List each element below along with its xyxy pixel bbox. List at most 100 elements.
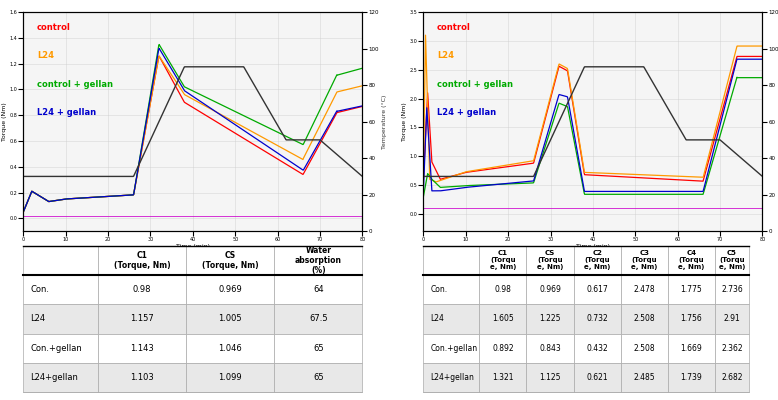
Bar: [479, 304, 527, 334]
Bar: [715, 275, 749, 304]
Text: L24 + gellan: L24 + gellan: [37, 108, 96, 118]
Text: Water
absorption
(%): Water absorption (%): [295, 246, 342, 275]
Text: L24: L24: [37, 52, 54, 60]
Bar: [527, 246, 573, 275]
Bar: [23, 275, 98, 304]
Text: 2.485: 2.485: [633, 373, 655, 382]
Text: 1.739: 1.739: [681, 373, 703, 382]
Text: 2.478: 2.478: [633, 285, 655, 294]
Text: control + gellan: control + gellan: [37, 80, 113, 89]
Y-axis label: Torque (Nm): Torque (Nm): [401, 102, 407, 141]
Bar: [479, 363, 527, 392]
Bar: [621, 363, 668, 392]
Text: 0.432: 0.432: [587, 344, 608, 353]
Text: 1.157: 1.157: [130, 314, 154, 324]
Bar: [621, 246, 668, 275]
Text: control: control: [37, 23, 71, 32]
Text: 65: 65: [313, 373, 324, 382]
Y-axis label: Torque (Nm): Torque (Nm): [2, 102, 6, 141]
Bar: [715, 246, 749, 275]
Bar: [23, 363, 98, 392]
Text: C1
(Torqu
e, Nm): C1 (Torqu e, Nm): [489, 250, 516, 270]
Text: 0.617: 0.617: [587, 285, 608, 294]
Bar: [186, 304, 274, 334]
Text: 0.969: 0.969: [219, 285, 242, 294]
Bar: [715, 363, 749, 392]
Text: L24 + gellan: L24 + gellan: [437, 108, 496, 118]
Bar: [621, 275, 668, 304]
Bar: [98, 304, 186, 334]
Text: 2.508: 2.508: [633, 344, 655, 353]
Bar: [98, 334, 186, 363]
Bar: [668, 363, 715, 392]
Text: 2.91: 2.91: [724, 314, 741, 324]
Text: L24: L24: [437, 52, 454, 60]
Text: 1.775: 1.775: [681, 285, 703, 294]
Bar: [423, 334, 479, 363]
Text: 1.225: 1.225: [539, 314, 561, 324]
Bar: [423, 275, 479, 304]
Bar: [98, 363, 186, 392]
Text: 2.736: 2.736: [721, 285, 743, 294]
Bar: [274, 275, 363, 304]
Bar: [479, 275, 527, 304]
Bar: [479, 246, 527, 275]
Text: 2.362: 2.362: [721, 344, 743, 353]
Text: control: control: [437, 23, 471, 32]
Bar: [527, 363, 573, 392]
Text: CS
(Torque, Nm): CS (Torque, Nm): [202, 251, 258, 270]
Bar: [186, 334, 274, 363]
Text: 0.98: 0.98: [495, 285, 511, 294]
Bar: [186, 363, 274, 392]
Bar: [527, 334, 573, 363]
Bar: [668, 246, 715, 275]
Bar: [274, 334, 363, 363]
Bar: [527, 304, 573, 334]
Bar: [98, 246, 186, 275]
Text: L24: L24: [430, 314, 444, 324]
Text: L24: L24: [30, 314, 45, 324]
Text: 2.508: 2.508: [633, 314, 655, 324]
Bar: [274, 304, 363, 334]
Text: 1.046: 1.046: [219, 344, 242, 353]
Text: 67.5: 67.5: [309, 314, 328, 324]
Text: C3
(Torqu
e, Nm): C3 (Torqu e, Nm): [631, 250, 657, 270]
Text: 0.843: 0.843: [539, 344, 561, 353]
Bar: [715, 334, 749, 363]
Text: 1.005: 1.005: [219, 314, 242, 324]
Bar: [423, 363, 479, 392]
Text: control + gellan: control + gellan: [437, 80, 513, 89]
X-axis label: Time (min): Time (min): [176, 244, 210, 249]
Text: 0.732: 0.732: [587, 314, 608, 324]
Text: C1
(Torque, Nm): C1 (Torque, Nm): [114, 251, 170, 270]
Bar: [274, 363, 363, 392]
Text: C2
(Torqu
e, Nm): C2 (Torqu e, Nm): [584, 250, 611, 270]
Text: L24+gellan: L24+gellan: [30, 373, 78, 382]
Text: 0.892: 0.892: [492, 344, 513, 353]
Bar: [479, 334, 527, 363]
Text: Con.+gellan: Con.+gellan: [430, 344, 478, 353]
Text: 1.125: 1.125: [539, 373, 561, 382]
Text: 1.605: 1.605: [492, 314, 513, 324]
Text: 1.321: 1.321: [492, 373, 513, 382]
Text: L24+gellan: L24+gellan: [430, 373, 474, 382]
Bar: [423, 304, 479, 334]
Text: 64: 64: [313, 285, 324, 294]
Bar: [668, 275, 715, 304]
Text: 0.98: 0.98: [133, 285, 151, 294]
Text: 1.143: 1.143: [130, 344, 154, 353]
Bar: [621, 304, 668, 334]
Bar: [23, 246, 98, 275]
Bar: [23, 304, 98, 334]
Text: 0.621: 0.621: [587, 373, 608, 382]
Text: C5
(Torqu
e, Nm): C5 (Torqu e, Nm): [719, 250, 745, 270]
Bar: [573, 304, 621, 334]
Bar: [186, 275, 274, 304]
Bar: [186, 246, 274, 275]
Bar: [98, 275, 186, 304]
Bar: [573, 334, 621, 363]
Bar: [23, 334, 98, 363]
X-axis label: Time (min): Time (min): [576, 244, 610, 249]
Bar: [621, 334, 668, 363]
Bar: [527, 275, 573, 304]
